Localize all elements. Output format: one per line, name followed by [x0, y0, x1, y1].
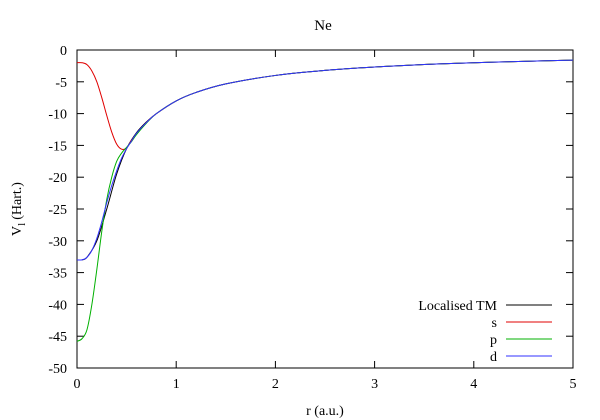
y-tick-label: -45 — [48, 330, 67, 345]
legend-label: d — [490, 350, 497, 365]
legend: Localised TM spd — [418, 299, 552, 365]
x-tick-label: 0 — [74, 377, 81, 392]
y-tick-label: -20 — [48, 171, 67, 186]
series-lines — [76, 59, 574, 342]
x-tick-label: 2 — [272, 377, 279, 392]
legend-label: Localised TM — [418, 299, 497, 314]
legend-label: s — [492, 316, 497, 331]
series-line-d — [76, 59, 574, 261]
y-axis-label-main: V — [10, 226, 25, 236]
series-line-localised-tm — [81, 59, 574, 261]
x-tick-label: 4 — [470, 377, 477, 392]
y-tick-label: -15 — [48, 139, 67, 154]
y-axis-label: Vl (Hart.) — [10, 182, 28, 236]
x-tick-label: 1 — [173, 377, 180, 392]
y-tick-label: -10 — [48, 108, 67, 123]
chart-title: Ne — [314, 18, 332, 34]
x-tick-label: 3 — [371, 377, 378, 392]
y-axis-label-unit: (Hart.) — [10, 182, 25, 220]
y-tick-label: 0 — [60, 44, 67, 59]
series-line-s — [76, 59, 574, 150]
plot-frame — [76, 49, 574, 369]
x-axis-label: r (a.u.) — [306, 404, 344, 419]
x-tick-label: 5 — [570, 377, 577, 392]
y-tick-labels: 0 -5 -10 -15 -20 -25 -30 -35 -40 -45 -50 — [48, 44, 67, 377]
y-tick-label: -30 — [48, 235, 67, 250]
legend-label: p — [490, 333, 497, 348]
y-tick-label: -40 — [48, 298, 67, 313]
y-tick-label: -5 — [55, 76, 67, 91]
y-tick-label: -35 — [48, 267, 67, 282]
y-axis-label-subscript: l — [16, 223, 28, 226]
axis-ticks — [76, 49, 574, 369]
x-tick-labels: 0 1 2 3 4 5 — [74, 377, 577, 392]
y-tick-label: -50 — [48, 362, 67, 377]
y-tick-label: -25 — [48, 203, 67, 218]
series-line-p — [76, 59, 574, 342]
